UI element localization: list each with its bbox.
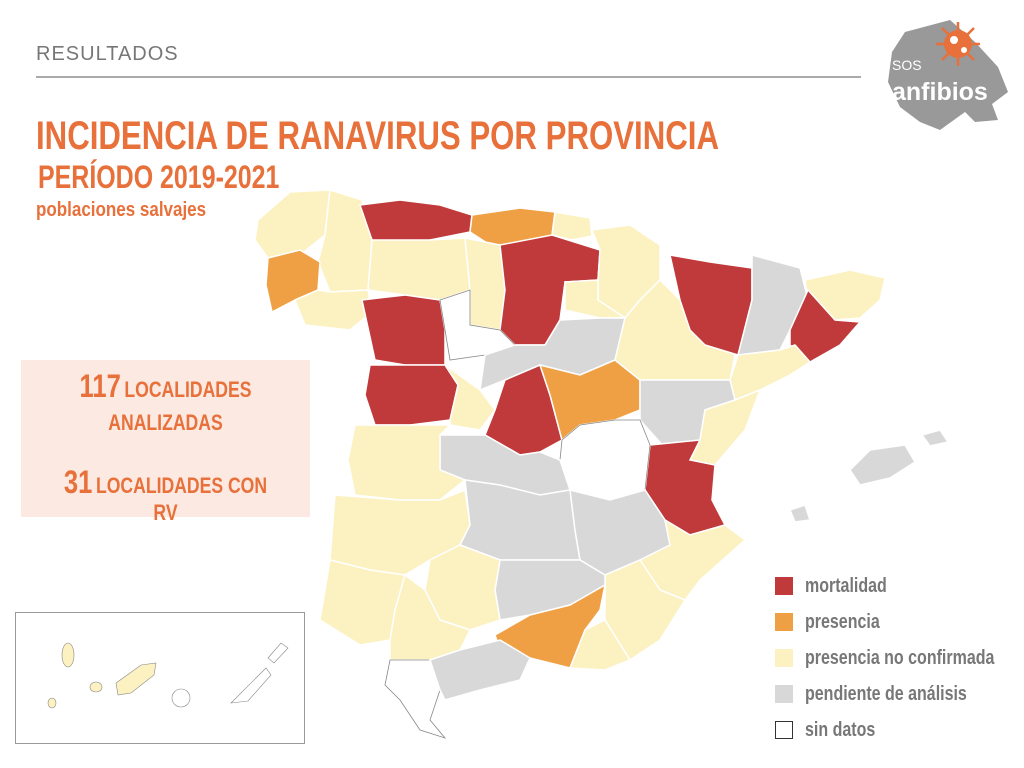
rv-label: LOCALIDADES CON RV <box>95 473 268 525</box>
province <box>789 288 862 363</box>
province <box>294 289 373 331</box>
province <box>464 237 506 331</box>
population-subtitle: poblaciones salvajes <box>36 199 207 221</box>
province <box>638 518 747 601</box>
legend-item-sin-datos: sin datos <box>775 712 1024 748</box>
rv-count: 31 <box>63 464 93 500</box>
island <box>115 662 157 696</box>
legend-swatch <box>775 649 793 667</box>
island <box>61 642 75 668</box>
island <box>230 667 272 704</box>
island <box>920 429 950 447</box>
section-label: RESULTADOS <box>36 43 179 65</box>
canary-islands-inset <box>15 612 305 744</box>
island <box>171 688 191 708</box>
legend-swatch <box>775 577 793 595</box>
province <box>458 479 581 561</box>
island <box>267 642 289 664</box>
header-divider <box>36 76 861 78</box>
legend-item-pendiente: pendiente de análisis <box>775 676 1024 712</box>
province <box>559 419 651 501</box>
island <box>788 504 811 523</box>
province <box>364 364 459 426</box>
legend-label: sin datos <box>805 719 876 741</box>
legend-item-presencia: presencia <box>775 604 1024 640</box>
legend-item-mortalidad: mortalidad <box>775 568 1024 604</box>
legend-swatch <box>775 721 793 739</box>
province <box>551 211 593 241</box>
province <box>367 237 471 301</box>
province <box>737 254 809 356</box>
legend-item-no-confirmada: presencia no confirmada <box>775 640 1024 676</box>
page-title: INCIDENCIA DE RANAVIRUS POR PROVINCIA <box>36 114 719 158</box>
logo-text-top: SOS <box>892 57 922 73</box>
island <box>89 681 103 693</box>
legend-label: presencia no confirmada <box>805 647 995 669</box>
legend-label: mortalidad <box>805 575 887 597</box>
island <box>47 697 57 709</box>
province <box>614 278 736 381</box>
map-legend: mortalidad presencia presencia no confir… <box>775 568 1024 748</box>
province <box>429 639 531 701</box>
legend-label: pendiente de análisis <box>805 683 967 705</box>
province <box>444 364 496 431</box>
analyzed-label-2: ANALIZADAS <box>108 410 223 435</box>
sos-anfibios-logo: SOS anfibios <box>880 12 1010 142</box>
province <box>361 294 446 366</box>
period-subtitle: PERÍODO 2019-2021 <box>38 159 280 195</box>
island <box>849 444 917 486</box>
province <box>254 189 331 259</box>
balearic-islands <box>788 429 950 523</box>
province <box>568 619 632 671</box>
provinces <box>254 189 886 739</box>
stats-box: 117 LOCALIDADES ANALIZADAS 31 LOCALIDADE… <box>21 360 310 525</box>
analyzed-label: LOCALIDADES <box>124 377 252 402</box>
legend-swatch <box>775 613 793 631</box>
legend-label: presencia <box>805 611 880 633</box>
analyzed-count: 117 <box>79 368 121 404</box>
legend-swatch <box>775 685 793 703</box>
logo-text-bottom: anfibios <box>892 78 988 106</box>
